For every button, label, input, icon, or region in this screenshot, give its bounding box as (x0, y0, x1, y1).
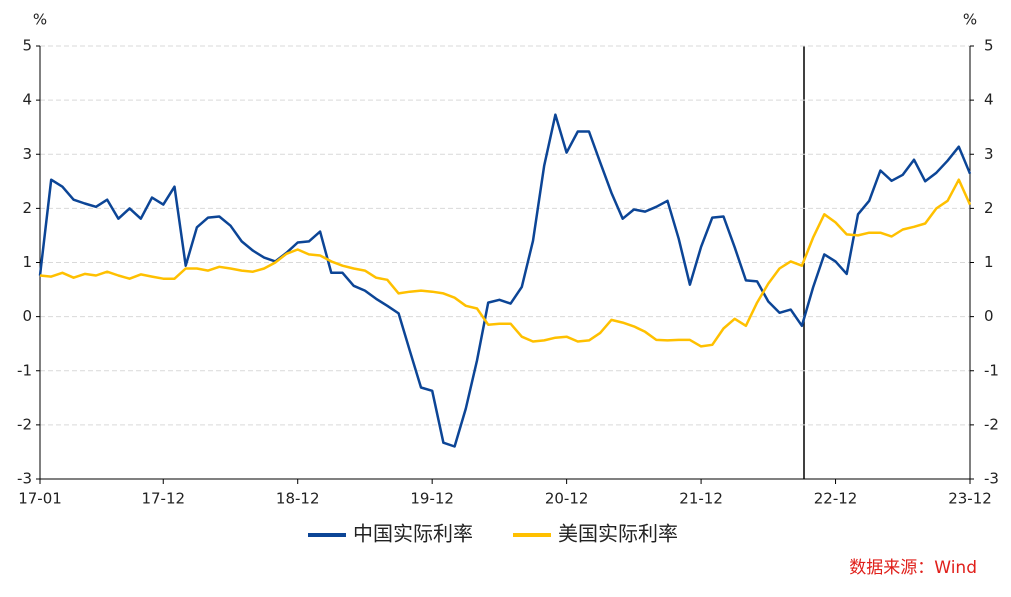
y2-tick-label: -2 (984, 415, 999, 433)
y-tick-label: 3 (22, 145, 32, 163)
y2-tick-label: 4 (984, 91, 994, 109)
y2-tick-label: 1 (984, 253, 994, 271)
x-tick-label: 17-01 (18, 490, 62, 508)
y2-tick-label: 2 (984, 199, 994, 217)
y-tick-label: -1 (17, 361, 32, 379)
legend-label: 中国实际利率 (353, 522, 473, 546)
x-tick-label: 23-12 (948, 490, 992, 508)
y2-tick-label: 5 (984, 37, 994, 55)
y2-tick-label: -1 (984, 361, 999, 379)
y-tick-label: 5 (22, 37, 32, 55)
y2-tick-label: -3 (984, 470, 999, 488)
series-line (39, 178, 972, 348)
series-line (38, 113, 972, 448)
y-tick-label: -3 (17, 470, 32, 488)
legend-label: 美国实际利率 (558, 522, 678, 546)
y-tick-label: 2 (22, 199, 32, 217)
y2-tick-label: 3 (984, 145, 994, 163)
x-tick-label: 19-12 (410, 490, 454, 508)
y-tick-label: -2 (17, 415, 32, 433)
x-tick-label: 17-12 (141, 490, 185, 508)
x-tick-label: 21-12 (679, 490, 723, 508)
x-tick-label: 18-12 (276, 490, 320, 508)
y-axis-label: % (33, 11, 47, 29)
y-tick-label: 4 (22, 91, 32, 109)
x-tick-label: 20-12 (545, 490, 589, 508)
x-tick-label: 22-12 (814, 490, 858, 508)
source-note: 数据来源：Wind (849, 558, 977, 578)
y2-axis-label: % (963, 11, 977, 29)
y-tick-label: 1 (22, 253, 32, 271)
y-tick-label: 0 (22, 307, 32, 325)
y2-tick-label: 0 (984, 307, 994, 325)
